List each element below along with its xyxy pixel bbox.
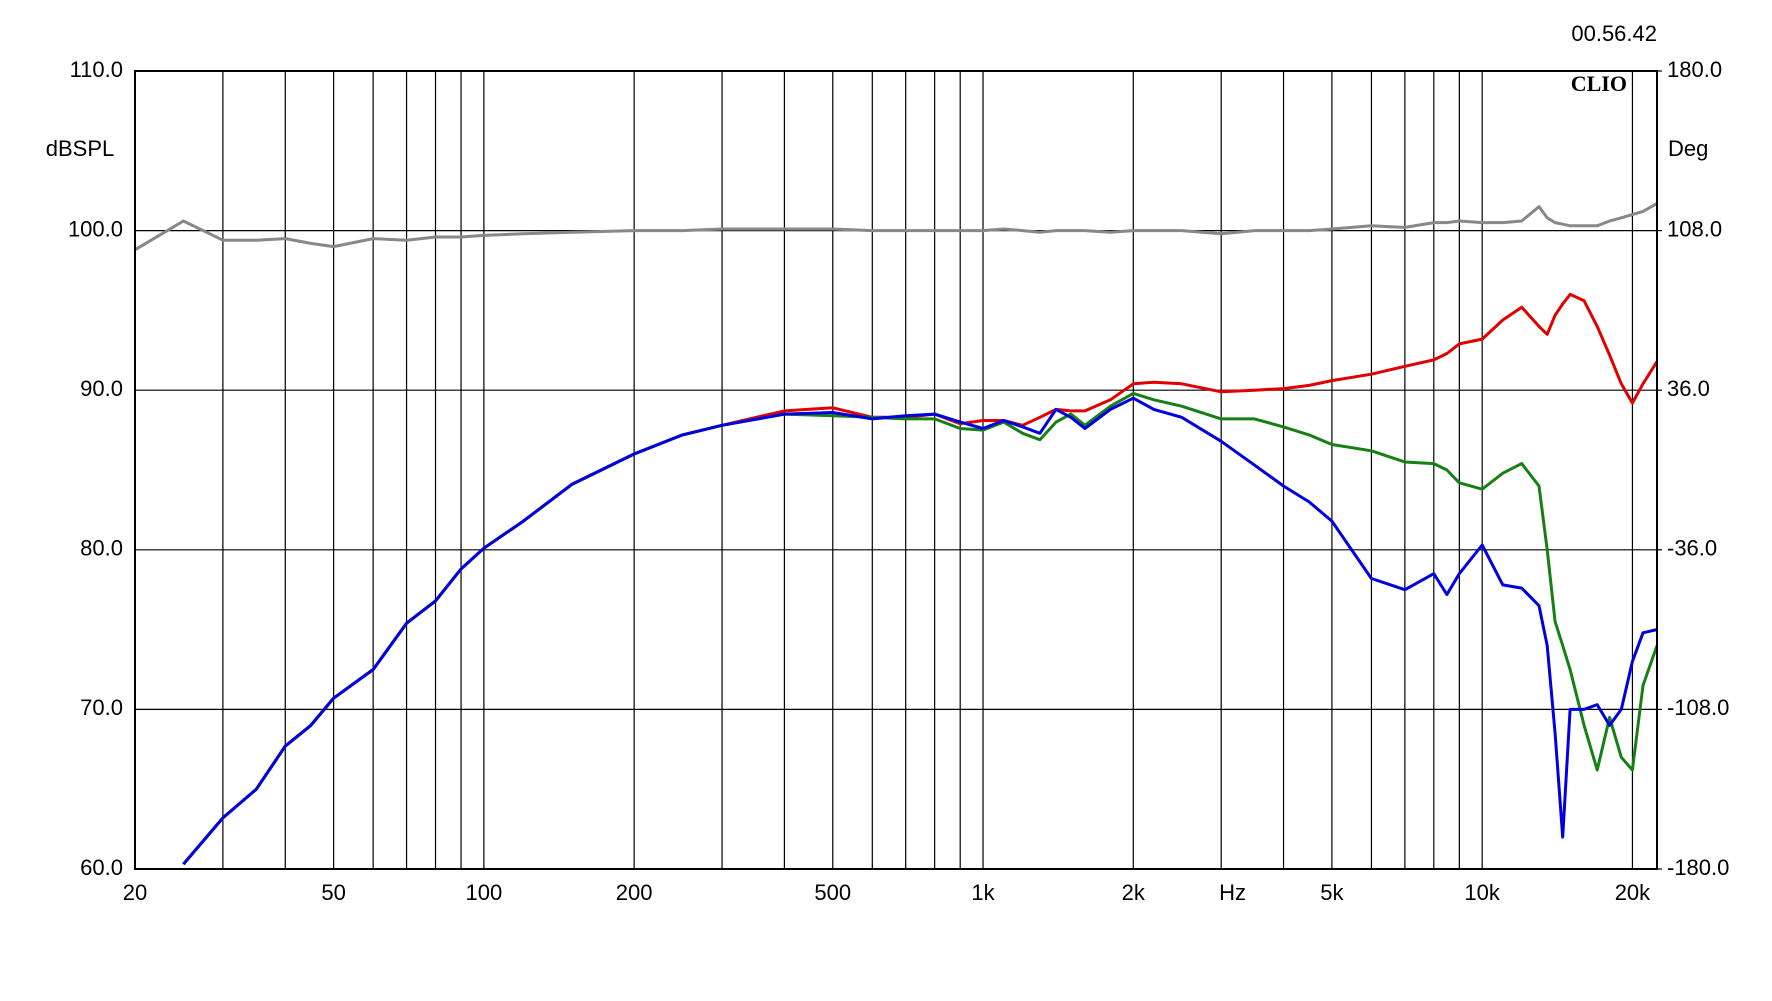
y-axis-label: dBSPL [46, 136, 115, 161]
x-axis-label: Hz [1219, 880, 1246, 905]
y-tick-label: 110.0 [70, 57, 123, 82]
x-tick-label: 5k [1320, 880, 1344, 905]
x-tick-label: 200 [616, 880, 653, 905]
y2-tick-label: -36.0 [1667, 536, 1717, 561]
y-tick-label: 100.0 [68, 216, 123, 241]
brand-label: CLIO [1571, 71, 1627, 96]
x-tick-label: 20k [1615, 880, 1651, 905]
x-tick-label: 500 [814, 880, 851, 905]
y-tick-label: 80.0 [80, 536, 123, 561]
x-tick-label: 1k [971, 880, 995, 905]
y2-axis-label: Deg [1668, 136, 1708, 161]
y2-tick-label: -180.0 [1667, 855, 1729, 880]
plot-frame [134, 70, 1658, 870]
y-tick-label: 60.0 [80, 855, 123, 880]
x-tick-label: 100 [466, 880, 503, 905]
x-tick-label: 10k [1464, 880, 1500, 905]
y2-tick-label: 180.0 [1667, 57, 1722, 82]
x-tick-label: 2k [1122, 880, 1146, 905]
y2-tick-label: 36.0 [1667, 376, 1710, 401]
x-tick-label: 50 [321, 880, 345, 905]
y-tick-label: 90.0 [80, 376, 123, 401]
timestamp: 00.56.42 [1571, 21, 1657, 46]
x-tick-label: 20 [123, 880, 147, 905]
response-curve [182, 396, 1657, 866]
y-tick-label: 70.0 [80, 695, 123, 720]
response-curve [135, 202, 1657, 252]
y2-tick-label: 108.0 [1667, 216, 1722, 241]
y2-tick-label: -108.0 [1667, 695, 1729, 720]
